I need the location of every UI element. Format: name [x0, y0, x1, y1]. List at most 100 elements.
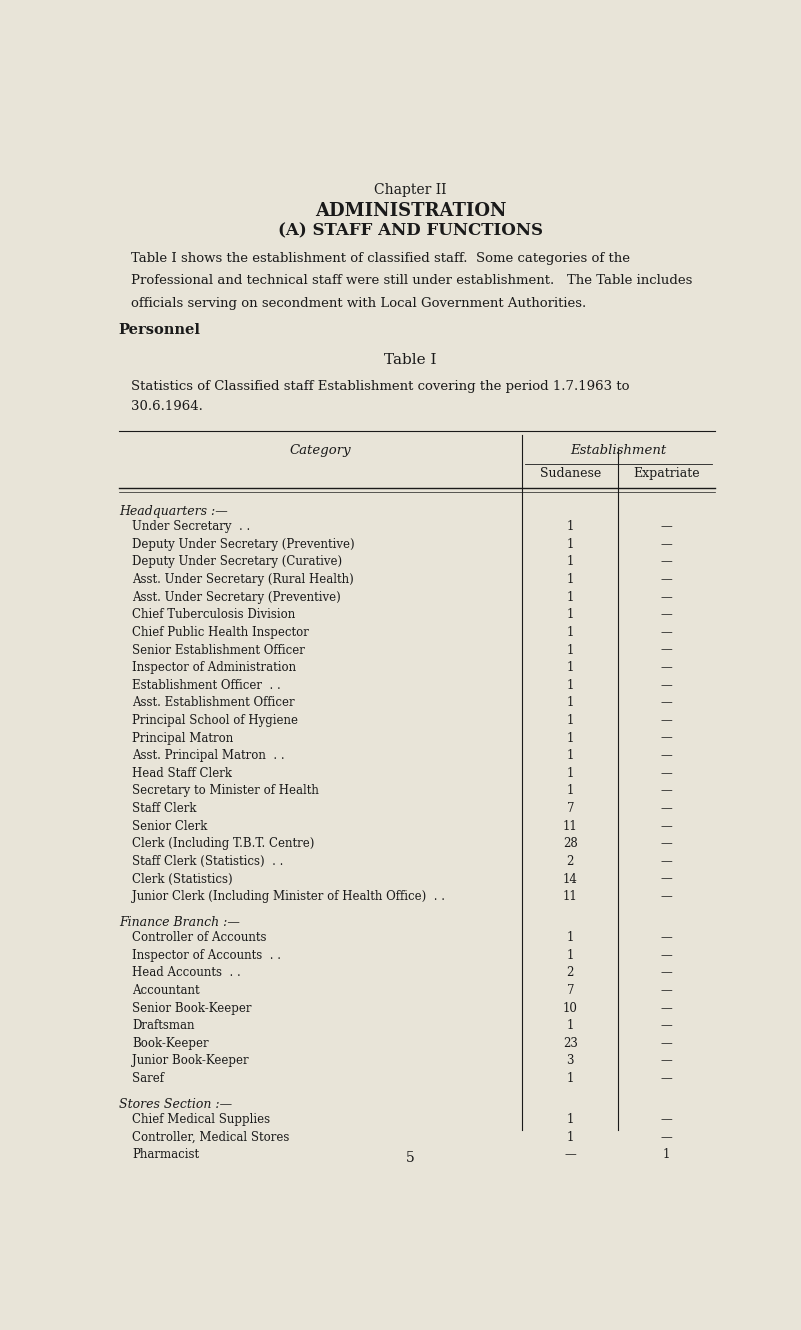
Text: Asst. Establishment Officer: Asst. Establishment Officer [132, 697, 295, 709]
Text: —: — [661, 931, 673, 944]
Text: Establishment: Establishment [570, 444, 666, 458]
Text: 5: 5 [406, 1150, 415, 1165]
Text: —: — [661, 732, 673, 745]
Text: 11: 11 [563, 890, 578, 903]
Text: Finance Branch :—: Finance Branch :— [119, 915, 239, 928]
Text: Table I: Table I [384, 354, 437, 367]
Text: Asst. Under Secretary (Rural Health): Asst. Under Secretary (Rural Health) [132, 573, 354, 587]
Text: —: — [661, 1072, 673, 1085]
Text: —: — [661, 948, 673, 962]
Text: Chapter II: Chapter II [374, 184, 447, 197]
Text: —: — [661, 749, 673, 762]
Text: —: — [661, 697, 673, 709]
Text: —: — [661, 819, 673, 833]
Text: Principal Matron: Principal Matron [132, 732, 234, 745]
Text: Expatriate: Expatriate [634, 467, 700, 480]
Text: 1: 1 [566, 948, 574, 962]
Text: —: — [661, 1019, 673, 1032]
Text: Controller of Accounts: Controller of Accounts [132, 931, 267, 944]
Text: Staff Clerk: Staff Clerk [132, 802, 197, 815]
Text: 1: 1 [566, 661, 574, 674]
Text: —: — [661, 678, 673, 692]
Text: Junior Book-Keeper: Junior Book-Keeper [132, 1055, 249, 1068]
Text: —: — [661, 661, 673, 674]
Text: 10: 10 [563, 1001, 578, 1015]
Text: Book-Keeper: Book-Keeper [132, 1037, 209, 1049]
Text: Deputy Under Secretary (Preventive): Deputy Under Secretary (Preventive) [132, 537, 355, 551]
Text: Chief Tuberculosis Division: Chief Tuberculosis Division [132, 608, 296, 621]
Text: officials serving on secondment with Local Government Authorities.: officials serving on secondment with Loc… [131, 297, 586, 310]
Text: —: — [661, 855, 673, 868]
Text: —: — [661, 1001, 673, 1015]
Text: 28: 28 [563, 838, 578, 850]
Text: Controller, Medical Stores: Controller, Medical Stores [132, 1130, 290, 1144]
Text: Inspector of Administration: Inspector of Administration [132, 661, 296, 674]
Text: Deputy Under Secretary (Curative): Deputy Under Secretary (Curative) [132, 556, 343, 568]
Text: —: — [661, 802, 673, 815]
Text: Draftsman: Draftsman [132, 1019, 195, 1032]
Text: Staff Clerk (Statistics)  . .: Staff Clerk (Statistics) . . [132, 855, 284, 868]
Text: Senior Clerk: Senior Clerk [132, 819, 207, 833]
Text: —: — [661, 767, 673, 779]
Text: 1: 1 [566, 767, 574, 779]
Text: —: — [661, 984, 673, 998]
Text: Statistics of Classified staff Establishment covering the period 1.7.1963 to: Statistics of Classified staff Establish… [131, 380, 630, 392]
Text: 3: 3 [566, 1055, 574, 1068]
Text: —: — [661, 1055, 673, 1068]
Text: Secretary to Minister of Health: Secretary to Minister of Health [132, 785, 320, 798]
Text: Establishment Officer  . .: Establishment Officer . . [132, 678, 281, 692]
Text: Clerk (Including T.B.T. Centre): Clerk (Including T.B.T. Centre) [132, 838, 315, 850]
Text: Head Accounts  . .: Head Accounts . . [132, 967, 241, 979]
Text: 1: 1 [566, 931, 574, 944]
Text: —: — [661, 1130, 673, 1144]
Text: —: — [661, 591, 673, 604]
Text: —: — [661, 626, 673, 638]
Text: 1: 1 [566, 573, 574, 587]
Text: —: — [661, 644, 673, 657]
Text: Asst. Principal Matron  . .: Asst. Principal Matron . . [132, 749, 285, 762]
Text: Headquarters :—: Headquarters :— [119, 504, 227, 517]
Text: Under Secretary  . .: Under Secretary . . [132, 520, 251, 533]
Text: —: — [661, 890, 673, 903]
Text: 7: 7 [566, 984, 574, 998]
Text: 1: 1 [566, 591, 574, 604]
Text: Head Staff Clerk: Head Staff Clerk [132, 767, 232, 779]
Text: 23: 23 [563, 1037, 578, 1049]
Text: Stores Section :—: Stores Section :— [119, 1097, 231, 1111]
Text: —: — [661, 1037, 673, 1049]
Text: 11: 11 [563, 819, 578, 833]
Text: Clerk (Statistics): Clerk (Statistics) [132, 872, 233, 886]
Text: 1: 1 [566, 1130, 574, 1144]
Text: (A) STAFF AND FUNCTIONS: (A) STAFF AND FUNCTIONS [278, 222, 543, 239]
Text: 1: 1 [566, 749, 574, 762]
Text: —: — [661, 838, 673, 850]
Text: Personnel: Personnel [119, 323, 201, 338]
Text: 7: 7 [566, 802, 574, 815]
Text: —: — [661, 520, 673, 533]
Text: Chief Medical Supplies: Chief Medical Supplies [132, 1113, 271, 1127]
Text: 1: 1 [566, 556, 574, 568]
Text: ADMINISTRATION: ADMINISTRATION [315, 202, 506, 219]
Text: 1: 1 [566, 520, 574, 533]
Text: 1: 1 [566, 678, 574, 692]
Text: —: — [661, 573, 673, 587]
Text: 14: 14 [563, 872, 578, 886]
Text: 1: 1 [566, 1019, 574, 1032]
Text: Asst. Under Secretary (Preventive): Asst. Under Secretary (Preventive) [132, 591, 341, 604]
Text: Junior Clerk (Including Minister of Health Office)  . .: Junior Clerk (Including Minister of Heal… [132, 890, 445, 903]
Text: 2: 2 [566, 855, 574, 868]
Text: 1: 1 [566, 785, 574, 798]
Text: Inspector of Accounts  . .: Inspector of Accounts . . [132, 948, 281, 962]
Text: Accountant: Accountant [132, 984, 200, 998]
Text: 1: 1 [566, 697, 574, 709]
Text: 1: 1 [566, 1113, 574, 1127]
Text: —: — [661, 872, 673, 886]
Text: Sudanese: Sudanese [540, 467, 601, 480]
Text: —: — [661, 537, 673, 551]
Text: 1: 1 [566, 537, 574, 551]
Text: 1: 1 [566, 1072, 574, 1085]
Text: —: — [661, 1113, 673, 1127]
Text: —: — [661, 556, 673, 568]
Text: Chief Public Health Inspector: Chief Public Health Inspector [132, 626, 309, 638]
Text: Principal School of Hygiene: Principal School of Hygiene [132, 714, 299, 728]
